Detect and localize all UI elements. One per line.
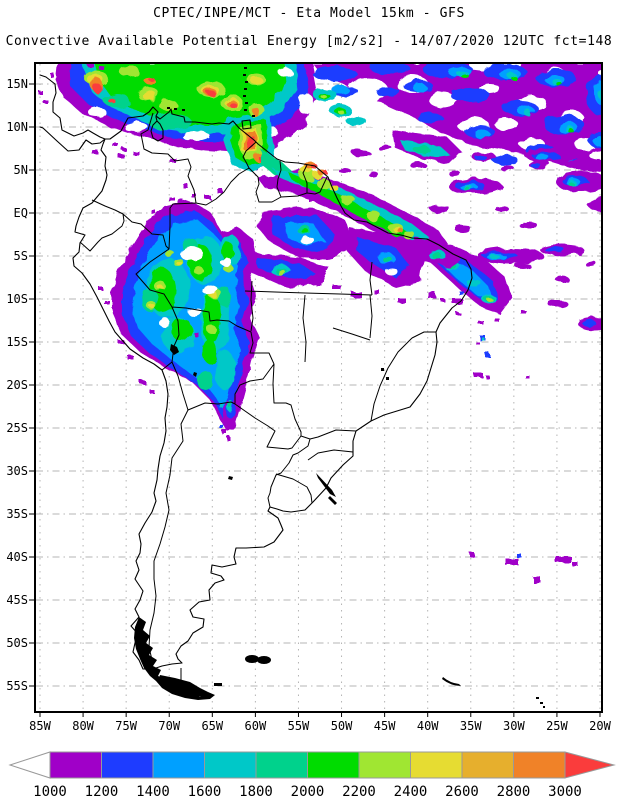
lon-tick-label: 25W xyxy=(546,719,568,733)
brazil-state-borders xyxy=(244,261,436,461)
colorbar-segment xyxy=(101,751,154,779)
lake-poopo xyxy=(193,372,197,377)
caribbean-islands xyxy=(167,67,255,130)
staten-island xyxy=(214,683,222,686)
colorbar-segment xyxy=(410,751,463,779)
lat-tick-label: 15N xyxy=(6,77,28,91)
cape-map-panel: 15N 10N 5N EQ 5S 10S 15S 20S 25S 30S 35S 40S 45S 50S 5… xyxy=(6,62,612,733)
south-georgia-island xyxy=(442,677,461,686)
south-america-coastline xyxy=(72,106,473,670)
map-title-line2: Convective Available Potential Energy [m… xyxy=(5,34,613,49)
colorbar-right-arrow xyxy=(564,751,616,779)
colorbar-value-label: 2800 xyxy=(497,784,531,800)
colorbar-value-label: 2600 xyxy=(445,784,479,800)
tierra-del-fuego xyxy=(158,675,208,697)
lon-tick-label: 40W xyxy=(417,719,439,733)
colorbar-segment xyxy=(307,751,360,779)
lat-tick-label: 45S xyxy=(6,593,28,607)
colorbar-value-label: 1000 xyxy=(33,784,67,800)
colorbar-value-labels: 1000 1200 1400 1600 1800 2000 2200 2400 2600 2800… xyxy=(33,784,582,800)
colorbar-value-label: 1800 xyxy=(239,784,273,800)
lat-tick-label: 50S xyxy=(6,636,28,650)
lat-tick-label: 10N xyxy=(6,120,28,134)
colorbar-segment xyxy=(204,751,257,779)
colorbar-segment xyxy=(49,751,102,779)
map-frame xyxy=(34,62,603,713)
lake-titicaca xyxy=(170,344,179,355)
lon-tick-label: 20W xyxy=(589,719,611,733)
falkland-islands xyxy=(245,655,271,664)
lon-tick-label: 55W xyxy=(288,719,310,733)
colorbar-segment xyxy=(513,751,566,779)
colorbar-segments xyxy=(8,751,616,779)
lat-tick-label: 55S xyxy=(6,679,28,693)
colorbar-segment xyxy=(358,751,411,779)
lagoa-dos-patos xyxy=(316,473,337,505)
lon-tick-label: 80W xyxy=(72,719,94,733)
lat-tick-label: 40S xyxy=(6,550,28,564)
cape-colorbar: 1000 1200 1400 1600 1800 2000 2200 2400 2600 2800… xyxy=(8,751,616,800)
colorbar-segment xyxy=(461,751,514,779)
lat-tick-label: 35S xyxy=(6,507,28,521)
colorbar-value-label: 1400 xyxy=(136,784,170,800)
colorbar-value-label: 2200 xyxy=(342,784,376,800)
colorbar-segment xyxy=(152,751,205,779)
country-borders xyxy=(79,112,328,687)
lon-tick-label: 65W xyxy=(201,719,223,733)
lat-tick-label: 30S xyxy=(6,464,28,478)
lon-tick-label: 30W xyxy=(503,719,525,733)
lat-tick-label: 15S xyxy=(6,335,28,349)
lon-tick-label: 70W xyxy=(158,719,180,733)
lat-tick-label: 10S xyxy=(6,292,28,306)
colorbar-left-arrow xyxy=(8,751,51,779)
colorbar-value-label: 2400 xyxy=(394,784,428,800)
lat-tick-label: 5S xyxy=(14,249,28,263)
lat-tick-label: 25S xyxy=(6,421,28,435)
longitude-axis-labels: 85W 80W 75W 70W 65W 60W 55W 50W 45W 40W 35W 30W 25W 2… xyxy=(29,712,612,733)
lake-maracaibo xyxy=(150,116,164,142)
colorbar-value-label: 3000 xyxy=(548,784,582,800)
lon-tick-label: 60W xyxy=(245,719,267,733)
lake-mar-chiquita xyxy=(228,476,233,480)
colorbar-value-label: 1200 xyxy=(85,784,119,800)
coastlines-and-borders xyxy=(39,67,545,708)
latitude-axis-labels: 15N 10N 5N EQ 5S 10S 15S 20S 25S 30S 35S 40S 45S 50S 5… xyxy=(6,77,35,693)
central-america-coastline xyxy=(39,74,106,152)
lon-tick-label: 85W xyxy=(29,719,51,733)
patagonia-fjords xyxy=(134,617,215,700)
lon-tick-label: 75W xyxy=(115,719,137,733)
colorbar-value-label: 2000 xyxy=(291,784,325,800)
lat-tick-label: EQ xyxy=(14,206,28,220)
colorbar-value-label: 1600 xyxy=(188,784,222,800)
map-title-line1: CPTEC/INPE/MCT - Eta Model 15km - GFS xyxy=(153,6,465,21)
lon-tick-label: 35W xyxy=(460,719,482,733)
cape-shaded-field xyxy=(38,64,601,583)
trinidad-island xyxy=(241,119,252,130)
lon-tick-label: 50W xyxy=(331,719,353,733)
lon-tick-label: 45W xyxy=(374,719,396,733)
lat-tick-label: 5N xyxy=(14,163,28,177)
colorbar-segment xyxy=(255,751,308,779)
lat-tick-label: 20S xyxy=(6,378,28,392)
